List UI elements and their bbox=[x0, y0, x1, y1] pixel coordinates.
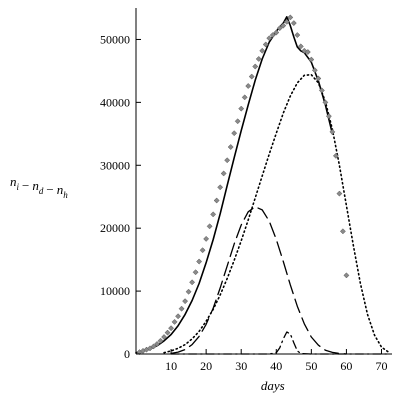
y-tick-label: 30000 bbox=[100, 158, 130, 172]
data-marker bbox=[210, 211, 217, 218]
ticks: 10 20 30 40 50 60 70 0 10000 20000 30000 40000 50000 bbox=[100, 32, 387, 373]
data-marker bbox=[196, 258, 203, 265]
data-marker bbox=[273, 29, 280, 36]
data-marker bbox=[185, 288, 192, 295]
data-marker bbox=[252, 63, 259, 70]
data-marker bbox=[203, 235, 210, 242]
y-axis-label: ni − nd − nh bbox=[10, 174, 68, 200]
data-marker bbox=[280, 22, 287, 29]
data-marker bbox=[276, 25, 283, 32]
data-marker bbox=[294, 32, 301, 39]
data-marker bbox=[343, 272, 350, 279]
data-marker bbox=[318, 87, 325, 94]
data-marker bbox=[262, 41, 269, 48]
y-tick-label: 40000 bbox=[100, 95, 130, 109]
y-tick-label: 0 bbox=[124, 347, 130, 361]
data-marker bbox=[315, 75, 322, 82]
data-marker bbox=[224, 157, 231, 164]
x-tick-label: 20 bbox=[200, 359, 212, 373]
data-marker bbox=[154, 340, 160, 347]
data-marker bbox=[217, 184, 224, 191]
data-marker bbox=[189, 279, 196, 286]
data-marker bbox=[220, 170, 227, 177]
data-marker bbox=[175, 313, 182, 320]
data-marker bbox=[336, 190, 343, 197]
data-marker bbox=[171, 318, 178, 325]
x-tick-label: 10 bbox=[165, 359, 177, 373]
data-marker bbox=[248, 73, 255, 80]
y-label-symbol: n bbox=[10, 174, 17, 189]
y-label-symbol: n bbox=[32, 178, 39, 193]
data-marker bbox=[269, 32, 276, 39]
data-marker bbox=[178, 305, 185, 312]
data-marker bbox=[227, 144, 234, 150]
axes bbox=[135, 8, 392, 355]
data-marker bbox=[301, 47, 308, 54]
data-marker bbox=[182, 298, 189, 305]
data-marker bbox=[164, 329, 171, 336]
data-marker bbox=[199, 247, 206, 254]
x-axis-label: days bbox=[261, 378, 285, 393]
data-marker bbox=[213, 197, 220, 204]
data-marker bbox=[287, 14, 294, 21]
data-marker bbox=[255, 56, 262, 62]
data-marker bbox=[238, 105, 245, 112]
data-marker bbox=[311, 67, 318, 74]
y-label-operator: − bbox=[22, 178, 29, 193]
data-marker bbox=[297, 43, 304, 50]
data-marker bbox=[329, 128, 336, 135]
data-marker bbox=[192, 269, 199, 276]
series-layer bbox=[135, 15, 390, 355]
data-marker bbox=[290, 20, 297, 27]
y-label-subscript: i bbox=[17, 182, 20, 192]
x-tick-label: 70 bbox=[375, 359, 387, 373]
data-marker bbox=[206, 223, 213, 230]
data-marker bbox=[266, 35, 273, 42]
x-tick-label: 40 bbox=[270, 359, 282, 373]
data-marker bbox=[325, 113, 332, 120]
data-marker bbox=[259, 47, 266, 54]
data-marker bbox=[322, 99, 329, 106]
series-line-solid bbox=[135, 15, 334, 354]
x-tick-label: 50 bbox=[305, 359, 317, 373]
series-line-long-dash bbox=[170, 206, 348, 355]
data-marker bbox=[332, 152, 339, 159]
data-marker bbox=[308, 56, 315, 63]
marker-layer bbox=[136, 14, 350, 356]
data-marker bbox=[304, 49, 311, 55]
data-marker bbox=[161, 334, 168, 340]
x-tick-label: 60 bbox=[340, 359, 352, 373]
data-marker bbox=[245, 83, 252, 89]
plot-area bbox=[135, 14, 390, 356]
y-label-operator: − bbox=[46, 182, 53, 197]
x-tick-label: 30 bbox=[235, 359, 247, 373]
data-marker bbox=[168, 325, 175, 332]
y-label-subscript: d bbox=[39, 186, 44, 196]
series-line-dash-dot bbox=[170, 331, 390, 355]
data-marker bbox=[231, 130, 238, 137]
y-label-subscript: h bbox=[63, 190, 68, 200]
data-marker bbox=[283, 18, 290, 25]
data-marker bbox=[150, 343, 157, 350]
y-tick-label: 20000 bbox=[100, 221, 130, 235]
y-label-symbol: n bbox=[57, 182, 64, 197]
y-tick-label: 10000 bbox=[100, 284, 130, 298]
data-marker bbox=[157, 337, 164, 344]
y-tick-label: 50000 bbox=[100, 32, 130, 46]
data-marker bbox=[339, 228, 346, 235]
data-marker bbox=[234, 118, 241, 125]
data-marker bbox=[241, 94, 248, 101]
series-line-dotted bbox=[163, 73, 390, 354]
